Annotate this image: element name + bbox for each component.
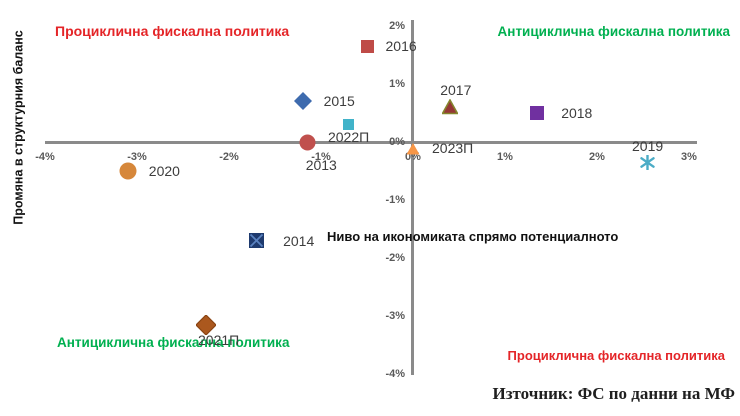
quadrant-label-bottom-right: Проциклична фискална политика [507, 348, 725, 363]
y-axis-line [411, 20, 414, 375]
y-tick-label: -1% [385, 194, 405, 206]
quadrant-label-top-right: Антициклична фискална политика [497, 24, 730, 39]
x-tick-label: 3% [681, 151, 697, 163]
data-point-label-2022п: 2022П [327, 129, 370, 146]
x-tick-label: -1% [311, 151, 331, 163]
data-point-2016 [360, 39, 374, 58]
data-point-label-2019: 2019 [632, 137, 664, 154]
y-axis-title: Промяна в структурния баланс [11, 30, 26, 225]
data-point-2021п [195, 313, 217, 340]
data-point-2015 [293, 92, 312, 115]
data-point-2017 [440, 98, 459, 120]
y-tick-label: 1% [389, 78, 405, 90]
x-tick-label: -2% [219, 151, 239, 163]
data-point-label-2017: 2017 [440, 82, 472, 99]
data-point-2018 [530, 106, 545, 125]
data-point-label-2021п: 2021П [198, 331, 240, 348]
y-tick-label: -4% [385, 368, 405, 380]
y-tick-label: -3% [385, 310, 405, 322]
x-axis-line [45, 141, 697, 144]
y-tick-label: -2% [385, 252, 405, 264]
data-point-label-2016: 2016 [385, 38, 417, 55]
data-point-2020 [119, 162, 137, 185]
x-tick-label: -3% [127, 151, 147, 163]
data-point-label-2014: 2014 [283, 232, 315, 249]
x-tick-label: 2% [589, 151, 605, 163]
data-point-2019 [640, 154, 655, 175]
data-point-label-2013: 2013 [305, 156, 337, 173]
y-tick-label: 0% [389, 136, 405, 148]
quadrant-label-bottom-left: Антициклична фискална политика [57, 335, 290, 350]
quadrant-label-top-left: Проциклична фискална политика [55, 23, 290, 39]
data-point-label-2018: 2018 [561, 105, 593, 121]
x-tick-label: 1% [497, 151, 513, 163]
x-axis-title: Ниво на икономиката спрямо потенциалното [327, 229, 619, 244]
data-point-2023п [406, 142, 420, 161]
data-point-2013 [299, 134, 316, 156]
source-note: Източник: ФС по данни на МФ [492, 384, 736, 403]
y-tick-label: 2% [389, 20, 405, 32]
data-point-label-2020: 2020 [148, 163, 180, 179]
data-point-label-2015: 2015 [323, 93, 355, 110]
data-point-label-2023п: 2023П [432, 139, 474, 156]
data-point-2022п [343, 117, 355, 135]
data-point-2014 [249, 233, 265, 253]
x-tick-label: -4% [35, 151, 55, 163]
